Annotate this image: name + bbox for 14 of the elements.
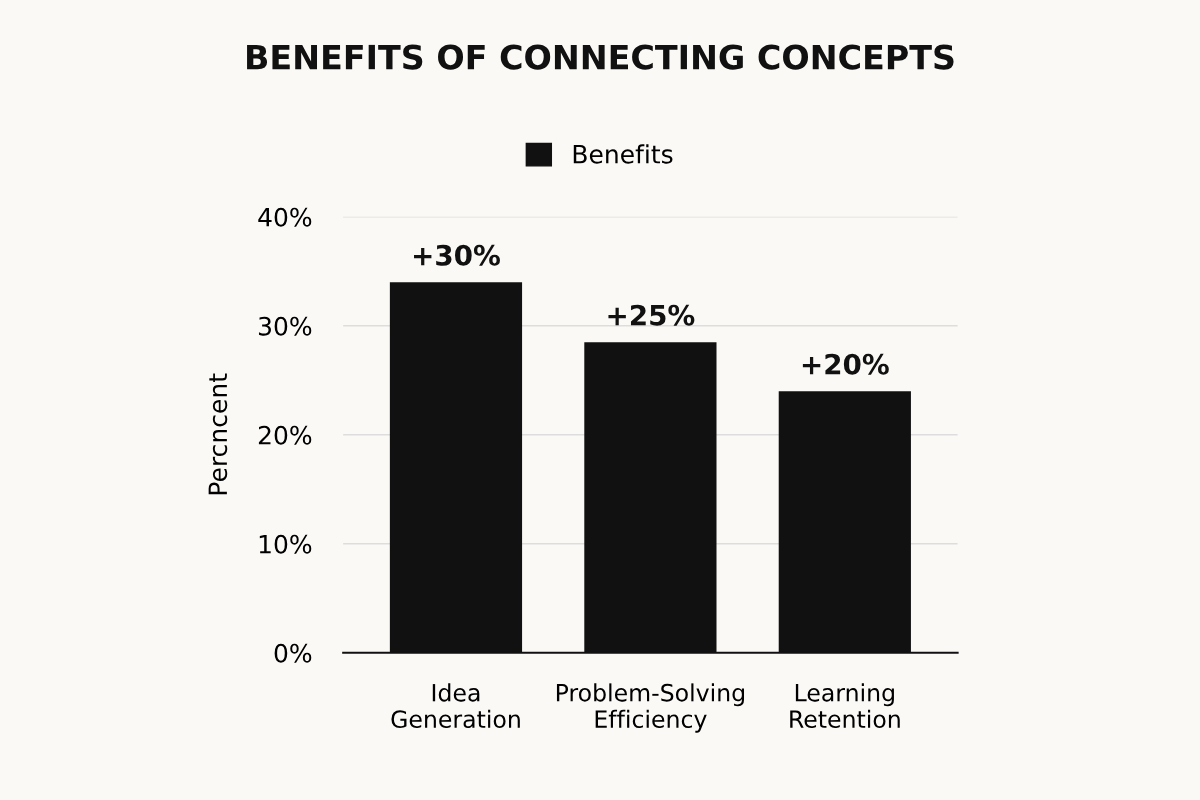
y-tick-label: 40% <box>258 207 312 227</box>
annotation: +25% <box>608 304 695 326</box>
y-tick-label: 20% <box>258 425 312 445</box>
x-tick-label: Problem-Solving Efficiency <box>556 683 745 733</box>
y-tick-label: 30% <box>258 316 312 336</box>
chart-title: BENEFITS OF CONNECTING CONCEPTS <box>247 44 954 70</box>
legend-label: Benefits <box>573 144 673 164</box>
y-tick-label: 0% <box>274 643 312 663</box>
y-axis-title: Percncent <box>208 373 228 495</box>
x-tick-label: Idea Generation <box>391 683 520 729</box>
y-tick-label: 10% <box>259 534 312 554</box>
x-tick-label: Learning Retention <box>790 683 900 729</box>
annotation: +20% <box>802 353 889 375</box>
annotation: +30% <box>414 244 500 266</box>
